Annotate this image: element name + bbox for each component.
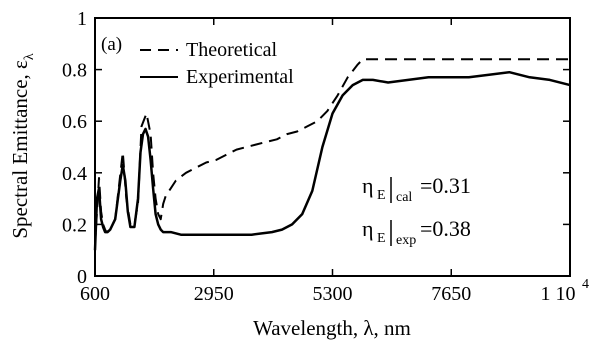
- annotation-qualifier: cal: [396, 190, 412, 205]
- x-tick-label: 5300: [313, 283, 353, 305]
- y-axis-title-main: Spectral Emittance, ε: [8, 60, 32, 239]
- legend-label-experimental: Experimental: [186, 66, 294, 88]
- plot-frame-group: [94, 17, 571, 277]
- y-tick-label: 0.6: [62, 111, 87, 133]
- y-axis-title: Spectral Emittance, ελ: [8, 53, 37, 239]
- annotation-eta-exp: η E exp =0.38: [362, 216, 471, 248]
- y-tick-label: 0.2: [62, 214, 87, 236]
- y-axis-title-subscript: λ: [22, 53, 37, 60]
- series-line-theoretical: [94, 58, 570, 246]
- ticks-group: 600 2950 5300 7650 1 10 4 0 0.2 0.4 0.6 0.8 1: [62, 8, 589, 305]
- y-tick-label: 0.8: [62, 60, 87, 82]
- x-tick-label-exponent: 4: [582, 277, 589, 292]
- series-group: [93, 58, 571, 251]
- annotation-eta-cal: η E cal =0.31: [362, 173, 471, 205]
- annotation-value: =0.38: [420, 216, 471, 241]
- annotation-eta-symbol: η: [362, 216, 374, 241]
- x-tick-label: 7650: [431, 283, 471, 305]
- plot-frame: [94, 17, 571, 277]
- legend: Theoretical Experimental: [140, 39, 294, 88]
- annotation-eta-subscript: E: [377, 231, 386, 246]
- annotation-qualifier: exp: [396, 233, 416, 248]
- series-line-experimental: [93, 70, 571, 251]
- x-tick-label: 2950: [194, 283, 234, 305]
- y-tick-label: 0: [77, 266, 87, 288]
- annotation-value: =0.31: [420, 173, 471, 198]
- y-tick-label: 0.4: [62, 163, 87, 185]
- legend-label-theoretical: Theoretical: [186, 39, 277, 61]
- x-tick-label: 600: [80, 283, 110, 305]
- annotation-eta-subscript: E: [377, 188, 386, 203]
- y-tick-label: 1: [77, 8, 87, 30]
- x-axis-title: Wavelength, λ, nm: [253, 316, 411, 340]
- x-tick-label: 1 10: [541, 283, 576, 305]
- panel-label: (a): [101, 34, 122, 55]
- annotation-eta-symbol: η: [362, 173, 374, 198]
